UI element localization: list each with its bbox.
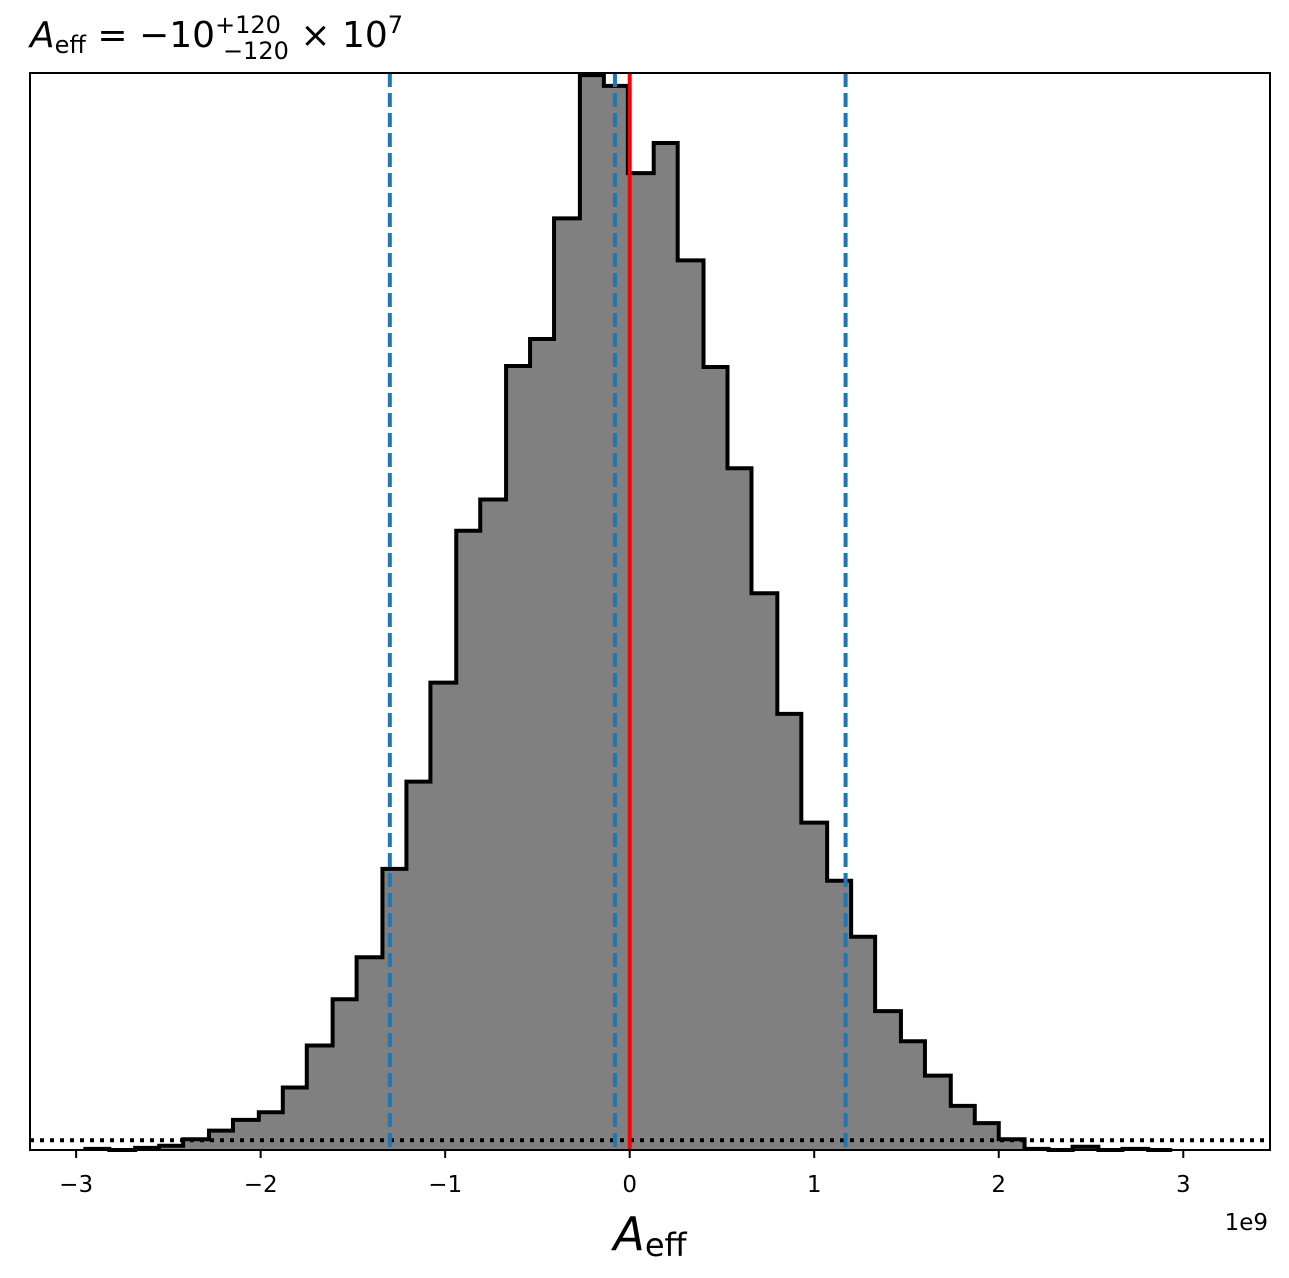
x-tick-label: −2 xyxy=(244,1172,278,1198)
histogram-bar xyxy=(382,868,407,1150)
histogram-bar xyxy=(232,1119,260,1150)
axes-frame xyxy=(29,72,1271,1151)
histogram-bar xyxy=(950,1105,976,1150)
x-tick-label: 1 xyxy=(807,1172,822,1198)
histogram-bar xyxy=(727,468,752,1150)
title-exponent: 7 xyxy=(388,11,403,39)
title-symbol: A xyxy=(28,15,55,56)
histogram-bar xyxy=(430,682,457,1150)
x-offset-text: 1e9 xyxy=(1225,1210,1268,1236)
histogram-bar xyxy=(924,1075,952,1150)
histogram-bar xyxy=(506,365,531,1151)
histogram-bar xyxy=(653,143,679,1150)
histogram-bar xyxy=(851,936,876,1150)
histogram-bar xyxy=(159,1145,184,1150)
x-tick-label: 2 xyxy=(991,1172,1006,1198)
title-upper: +120 xyxy=(215,11,281,39)
histogram-bar xyxy=(258,1112,284,1150)
histogram-bar xyxy=(751,593,778,1150)
histogram-bar xyxy=(827,880,852,1150)
histogram-bar xyxy=(801,822,828,1150)
x-tick-label: 3 xyxy=(1176,1172,1191,1198)
histogram-bar xyxy=(554,218,581,1150)
histogram-bar xyxy=(777,713,802,1150)
histogram-bar xyxy=(677,260,705,1150)
x-axis-ticks: −3 −2 −1 0 1 2 3 xyxy=(59,1150,1191,1198)
histogram-bar xyxy=(183,1139,210,1150)
title-equals: = xyxy=(97,15,127,56)
histogram-bar xyxy=(306,1045,334,1150)
histogram-bar xyxy=(530,339,555,1150)
xlabel-subscript: eff xyxy=(645,1226,688,1264)
histogram-bar xyxy=(974,1123,1000,1150)
xlabel-symbol: A xyxy=(610,1207,644,1261)
histogram-bar xyxy=(703,367,728,1150)
histogram-bar xyxy=(900,1041,926,1150)
x-tick-label: 0 xyxy=(622,1172,637,1198)
histogram-bar xyxy=(356,957,383,1150)
histogram-bar xyxy=(332,999,358,1150)
plot-area xyxy=(30,73,1270,1152)
histogram-bar xyxy=(456,530,481,1150)
title-base: 10 xyxy=(342,15,388,56)
x-axis-label: Aeff xyxy=(610,1207,687,1264)
chart-title: Aeff = −10+120 −120 × 107 xyxy=(28,11,403,65)
histogram-bar xyxy=(627,173,655,1150)
x-tick-label: −1 xyxy=(428,1172,462,1198)
x-tick-label: −3 xyxy=(59,1172,93,1198)
title-subscript: eff xyxy=(55,31,87,59)
histogram-bar xyxy=(875,1011,902,1150)
histogram-bar xyxy=(480,499,507,1150)
histogram-bar xyxy=(579,75,605,1150)
title-lower: −120 xyxy=(223,37,289,65)
title-times: × xyxy=(300,15,330,56)
histogram-bar xyxy=(998,1139,1026,1150)
histogram-bar xyxy=(406,781,431,1150)
title-value: −10 xyxy=(139,15,215,56)
